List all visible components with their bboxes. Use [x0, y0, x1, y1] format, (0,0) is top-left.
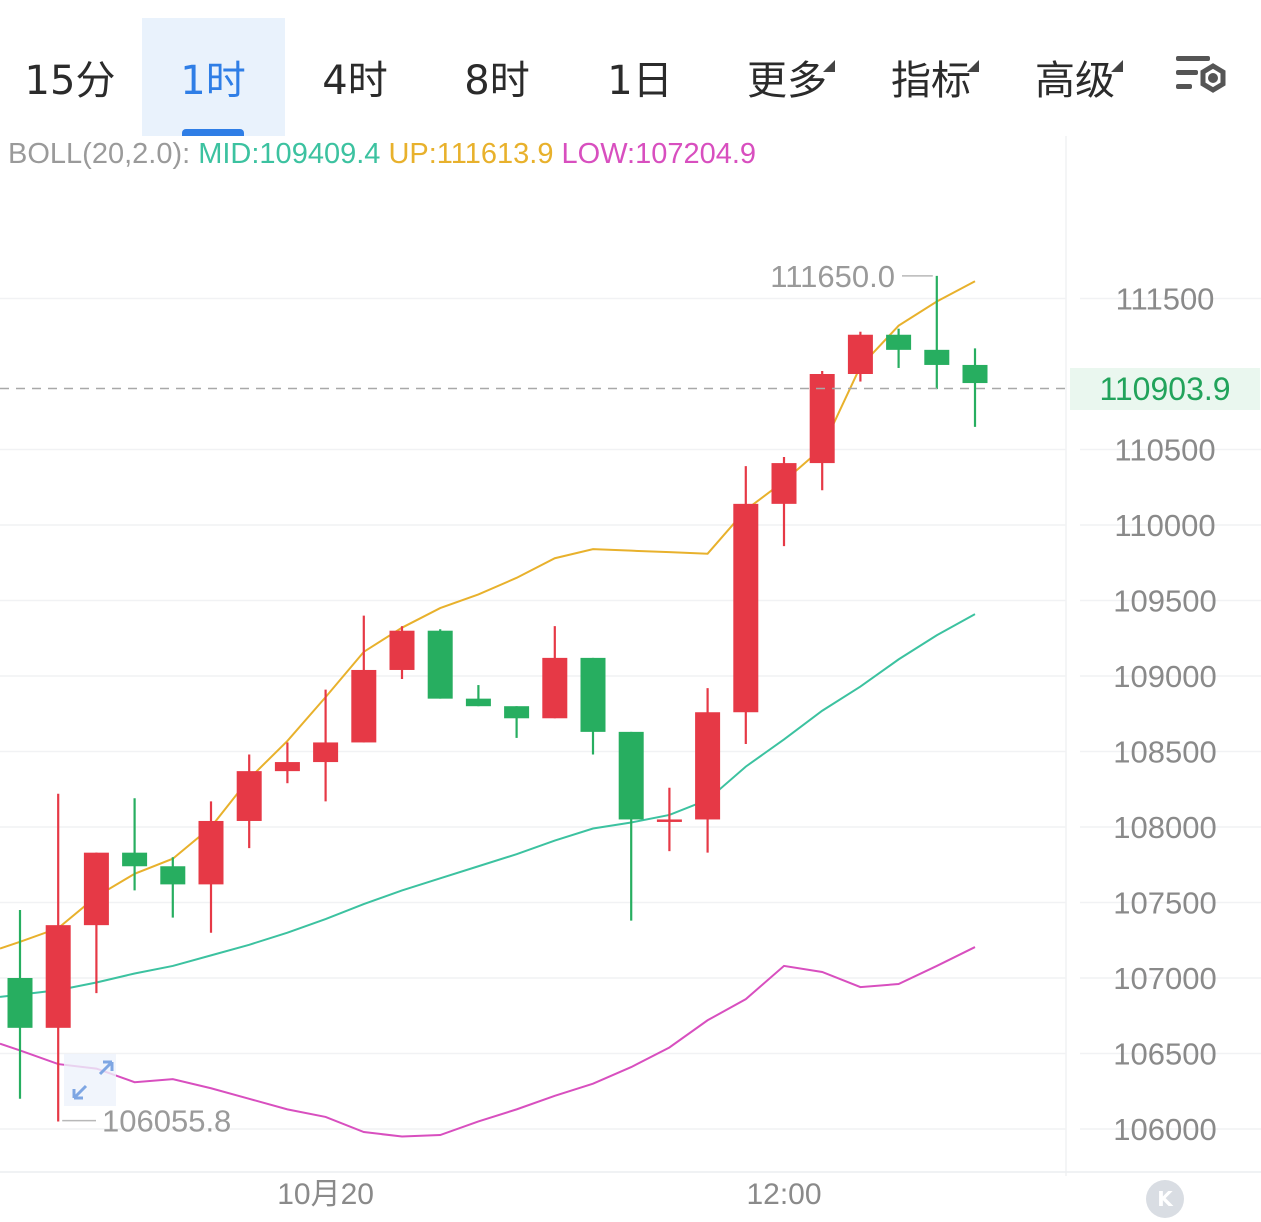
y-tick-label: 106000 — [1113, 1112, 1216, 1147]
chart-settings-button[interactable] — [1170, 48, 1236, 108]
boll-up-value: UP:111613.9 — [388, 138, 554, 170]
min-price-label: 106055.8 — [102, 1104, 231, 1139]
y-tick-label: 111500 — [1116, 282, 1215, 317]
candle-body — [847, 334, 873, 374]
candle-body — [274, 762, 300, 772]
boll-legend: BOLL(20,2.0): MID:109409.4 UP:111613.9 L… — [8, 138, 756, 178]
y-tick-label: 106500 — [1113, 1037, 1216, 1072]
tab-2[interactable]: 4时 — [290, 18, 420, 136]
candle-body — [924, 349, 950, 365]
dropdown-caret-icon — [823, 60, 835, 72]
candle-body — [236, 771, 262, 821]
tab-5[interactable]: 更多 — [722, 18, 852, 136]
tab-label: 8时 — [464, 58, 530, 104]
y-tick-label: 109000 — [1113, 659, 1216, 694]
y-tick-label: 108500 — [1113, 735, 1216, 770]
candle-body — [733, 503, 759, 713]
current-price-label: 110903.9 — [1070, 368, 1260, 410]
chart-settings-icon — [1176, 56, 1226, 93]
boll-up-line — [0, 280, 976, 950]
tab-label: 4时 — [322, 58, 388, 104]
y-tick-label: 110500 — [1114, 433, 1215, 468]
max-price-label: 111650.0 — [770, 259, 895, 294]
candle-body — [695, 712, 721, 820]
candle-body — [427, 630, 453, 699]
candle-body — [7, 978, 33, 1028]
candle-body — [45, 925, 71, 1028]
tab-label: 更多 — [747, 48, 835, 106]
active-tab-indicator — [182, 129, 244, 136]
tab-0[interactable]: 15分 — [5, 18, 135, 136]
tab-4[interactable]: 1日 — [575, 18, 705, 136]
candle-body — [886, 334, 912, 350]
candle-body — [83, 852, 109, 926]
expand-chart-icon[interactable] — [64, 1054, 116, 1106]
candle-body — [542, 657, 568, 719]
dropdown-caret-icon — [1111, 60, 1123, 72]
y-tick-label: 109500 — [1113, 584, 1216, 619]
candle-body — [351, 669, 377, 743]
tab-label: 1日 — [607, 58, 673, 104]
y-tick-label: 107000 — [1113, 961, 1216, 996]
candle-body — [504, 706, 530, 719]
candle-body — [580, 657, 606, 732]
candlestick-chart[interactable]: 106000 106500 107000 107500 108000 108500 1090… — [0, 136, 1261, 1222]
candle-body — [160, 866, 186, 885]
candle-body — [809, 374, 835, 464]
boll-name: BOLL(20,2.0): — [8, 138, 191, 170]
tab-label: 指标 — [891, 48, 979, 106]
candle-body — [771, 463, 797, 504]
y-tick-label: 110000 — [1114, 508, 1215, 543]
boll-mid-line — [0, 613, 976, 998]
k-logo-icon[interactable]: K — [1146, 1180, 1184, 1218]
y-tick-label: 107500 — [1113, 886, 1216, 921]
candle-body — [465, 698, 491, 707]
x-tick-label: 12:00 — [746, 1178, 821, 1211]
tab-3[interactable]: 8时 — [432, 18, 562, 136]
candle-body — [122, 852, 148, 867]
tab-label: 1时 — [180, 58, 246, 104]
boll-low-line — [0, 946, 976, 1138]
x-tick-label: 10月20 — [277, 1178, 374, 1211]
candle-body — [618, 731, 644, 820]
tab-label: 高级 — [1035, 48, 1123, 106]
candle-body — [656, 819, 682, 822]
candle-body — [389, 630, 415, 670]
tab-6[interactable]: 指标 — [866, 18, 996, 136]
candle-body — [962, 364, 988, 384]
boll-low-value: LOW:107204.9 — [561, 138, 757, 170]
boll-mid-value: MID:109409.4 — [198, 138, 381, 170]
candle-body — [313, 742, 339, 763]
tab-label: 15分 — [24, 58, 116, 104]
tab-7[interactable]: 高级 — [1010, 18, 1140, 136]
dropdown-caret-icon — [967, 60, 979, 72]
tab-1[interactable]: 1时 — [141, 18, 285, 136]
y-tick-label: 108000 — [1113, 810, 1216, 845]
candle-body — [198, 820, 224, 885]
timeframe-tabs: 15分 1时 4时 8时 1日 更多 指标 高级 — [0, 0, 1261, 136]
